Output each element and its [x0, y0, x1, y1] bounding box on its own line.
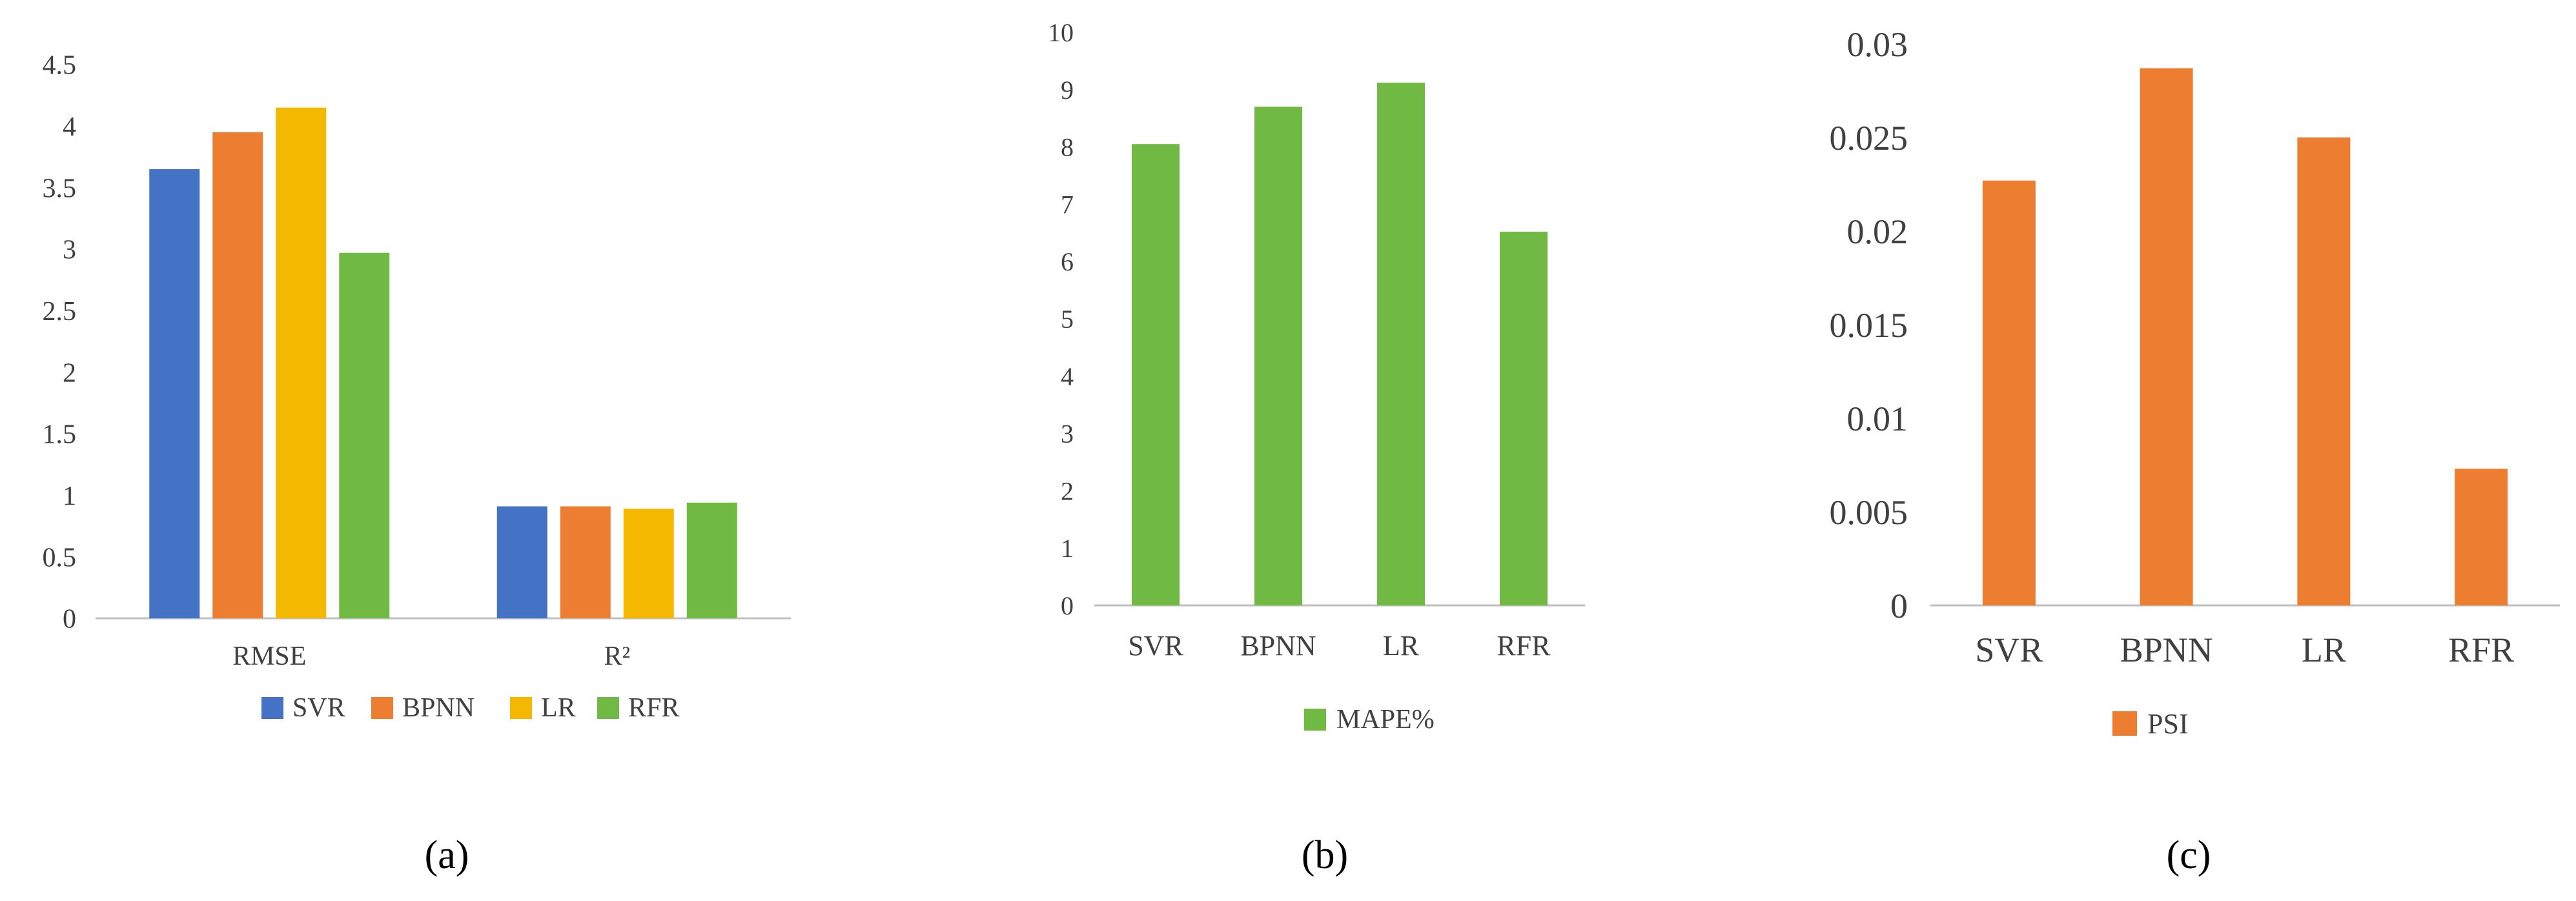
y-tick-label: 7: [1061, 190, 1074, 219]
chart-panel-c: 0 0.005 0.01 0.015 0.02 0.025 0.03 SVR BPNN LR RFR…: [1830, 25, 2560, 740]
bar-svr-r: [496, 506, 547, 618]
category-label: SVR: [1975, 631, 2043, 669]
y-tick-label: 4: [1061, 362, 1074, 391]
category-label: LR: [2302, 631, 2346, 669]
y-tick-label: 3.5: [43, 174, 77, 203]
y-tick-label: 0.005: [1830, 493, 1908, 532]
y-tick-label: 1: [1061, 534, 1074, 563]
y-tick-label: 1.5: [43, 420, 77, 450]
y-tick-label: 0.03: [1847, 25, 1908, 64]
category-label: SVR: [1128, 630, 1183, 662]
caption-a: (a): [425, 833, 469, 877]
y-tick-label: 0.01: [1847, 400, 1908, 438]
category-label: BPNN: [2120, 631, 2213, 669]
category-label: RFR: [2448, 631, 2514, 669]
y-tick-label: 3: [1061, 420, 1074, 449]
legend-swatch: [261, 697, 283, 719]
bar-rfr-r: [686, 502, 737, 618]
y-tick-label: 0: [1890, 587, 1908, 625]
y-tick-label: 3: [63, 236, 76, 265]
legend: MAPE%: [1304, 705, 1435, 734]
y-tick-label: 1: [63, 481, 76, 511]
legend-label: SVR: [292, 693, 345, 723]
legend-swatch: [2112, 711, 2137, 736]
bar-svr: [1132, 144, 1180, 605]
y-tick-label: 9: [1061, 76, 1074, 105]
legend-label: LR: [541, 693, 576, 723]
legend: PSI: [2112, 708, 2189, 740]
y-tick-label: 0.02: [1847, 212, 1908, 251]
caption-b: (b): [1302, 833, 1348, 877]
chart-panel-a: 0 0.5 1 1.5 2 2.5 3 3.5 4 4.5 RMSE R² SVR BPNN LR RFR: [43, 51, 791, 723]
y-tick-label: 4: [63, 112, 76, 142]
bar-lr: [1377, 83, 1425, 606]
legend-label: RFR: [628, 693, 679, 723]
y-tick-label: 4.5: [43, 51, 77, 81]
legend-label: BPNN: [402, 693, 475, 723]
bar-bpnn: [2140, 68, 2193, 605]
category-label: RFR: [1497, 630, 1551, 662]
bar-rfr-rmse: [339, 252, 390, 619]
legend-swatch: [1304, 709, 1326, 731]
bar-bpnn-rmse: [212, 132, 263, 618]
y-tick-label: 2: [63, 358, 76, 388]
chart-panel-b: 0 1 2 3 4 5 6 7 8 9 10 SVR BPNN LR RFR MAPE%: [1048, 18, 1585, 734]
legend: SVR BPNN LR RFR: [261, 693, 679, 723]
category-label: RMSE: [232, 642, 306, 671]
bar-bpnn-r: [560, 506, 611, 618]
bar-svr: [1982, 180, 2036, 605]
category-label: BPNN: [1240, 630, 1316, 662]
y-tick-label: 0.025: [1830, 119, 1908, 157]
bar-rfr: [1500, 232, 1548, 605]
legend-swatch: [510, 697, 532, 719]
bar-lr-rmse: [276, 107, 327, 618]
category-label: R²: [604, 642, 630, 671]
y-tick-label: 5: [1061, 305, 1074, 334]
y-tick-label: 2: [1061, 476, 1074, 505]
legend-label: MAPE%: [1336, 705, 1435, 734]
y-tick-label: 0.5: [43, 543, 77, 572]
legend-swatch: [371, 697, 393, 719]
legend-swatch: [597, 697, 619, 719]
y-tick-label: 2.5: [43, 297, 77, 327]
y-tick-label: 0: [63, 605, 76, 634]
bar-bpnn: [1254, 106, 1302, 605]
bar-rfr: [2455, 469, 2508, 605]
caption-c: (c): [2167, 833, 2211, 877]
y-tick-label: 0.015: [1830, 306, 1908, 345]
bar-lr: [2297, 137, 2351, 605]
y-tick-label: 6: [1061, 247, 1074, 276]
legend-label: PSI: [2147, 708, 2189, 740]
y-tick-label: 0: [1061, 591, 1074, 620]
bar-svr-rmse: [149, 169, 200, 619]
bar-lr-r: [623, 509, 674, 618]
y-tick-label: 8: [1061, 133, 1074, 162]
y-tick-label: 10: [1048, 18, 1074, 47]
category-label: LR: [1383, 630, 1420, 662]
